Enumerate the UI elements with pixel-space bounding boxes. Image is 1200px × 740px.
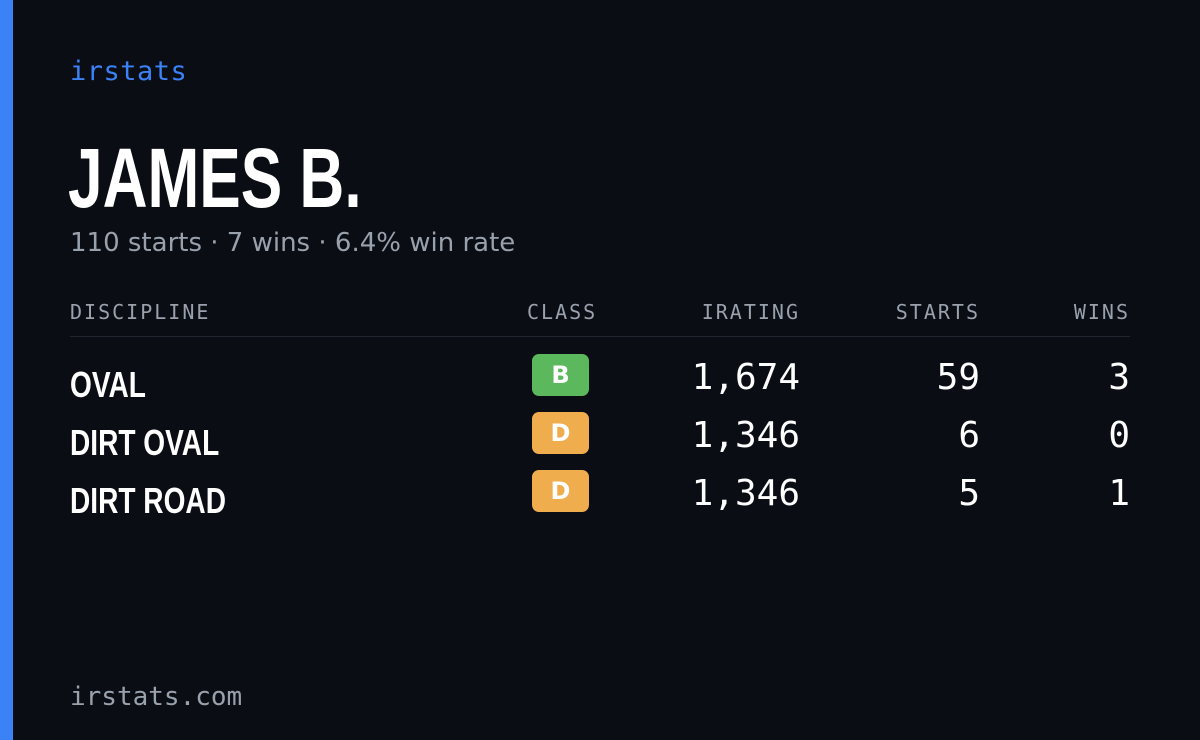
wins-value: 0: [1108, 415, 1130, 456]
header-irating: IRATING: [701, 300, 800, 324]
class-badge: B: [532, 354, 589, 396]
brand-logo: irstats: [70, 56, 188, 87]
header-wins: WINS: [1073, 300, 1130, 324]
starts-value: 5: [958, 473, 980, 514]
header-divider: [70, 336, 1130, 337]
header-starts: STARTS: [895, 300, 980, 324]
starts-value: 6: [958, 415, 980, 456]
class-badge: D: [532, 470, 589, 512]
driver-summary: 110 starts · 7 wins · 6.4% win rate: [70, 228, 516, 258]
table-row: OVAL B 1,674 59 3: [0, 352, 1200, 410]
wins-value: 3: [1108, 357, 1130, 398]
wins-value: 1: [1108, 473, 1130, 514]
class-badge: D: [532, 412, 589, 454]
table-row: DIRT ROAD D 1,346 5 1: [0, 468, 1200, 526]
discipline-name: DIRT ROAD: [70, 480, 226, 521]
starts-value: 59: [936, 357, 980, 398]
irating-value: 1,674: [691, 357, 800, 398]
accent-bar: [0, 0, 13, 740]
table-row: DIRT OVAL D 1,346 6 0: [0, 410, 1200, 468]
discipline-name: OVAL: [70, 364, 146, 405]
driver-name: JAMES B.: [68, 131, 362, 225]
discipline-name: DIRT OVAL: [70, 422, 220, 463]
irating-value: 1,346: [691, 415, 800, 456]
header-discipline: DISCIPLINE: [70, 300, 211, 324]
footer-url: irstats.com: [70, 682, 243, 712]
irating-value: 1,346: [691, 473, 800, 514]
header-class: CLASS: [527, 300, 598, 324]
